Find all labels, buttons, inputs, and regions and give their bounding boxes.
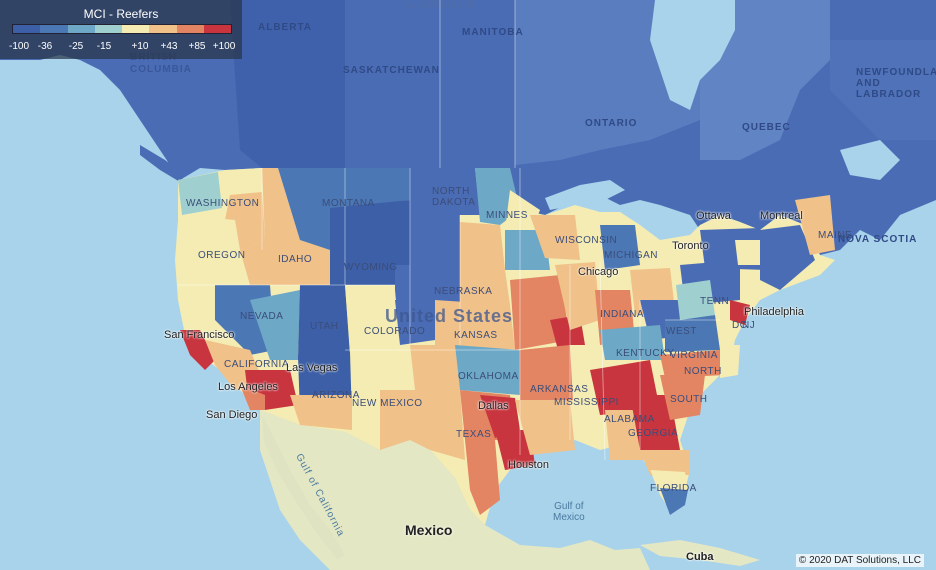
mexico-land bbox=[260, 410, 650, 570]
legend-title: MCI - Reefers bbox=[83, 7, 159, 21]
region-nebraska[interactable] bbox=[395, 265, 460, 305]
region-arkansas[interactable] bbox=[520, 345, 575, 405]
region-west-texas[interactable] bbox=[380, 390, 465, 460]
state-borders bbox=[178, 0, 720, 461]
baja-california bbox=[262, 415, 345, 560]
attribution-text: © 2020 DAT Solutions, LLC bbox=[795, 554, 924, 567]
legend-swatch bbox=[176, 25, 204, 33]
quebec-region bbox=[700, 0, 830, 160]
region-maine[interactable] bbox=[795, 195, 835, 255]
legend-tick: -100 bbox=[8, 41, 30, 52]
legend-tick: -36 bbox=[37, 41, 53, 52]
hudson-bay bbox=[650, 0, 735, 110]
region-ny-east[interactable] bbox=[735, 240, 760, 265]
region-wisconsin[interactable] bbox=[530, 215, 580, 260]
canada-dark-patch bbox=[230, 0, 345, 168]
region-new-england[interactable] bbox=[760, 225, 815, 290]
legend-swatch bbox=[13, 25, 41, 33]
legend-tick: -15 bbox=[96, 41, 112, 52]
region-arizona-south[interactable] bbox=[290, 395, 352, 430]
region-nc-coast[interactable] bbox=[720, 345, 740, 378]
lake-superior bbox=[545, 180, 625, 210]
region-south-carolina[interactable] bbox=[660, 375, 705, 420]
legend-tick: +10 bbox=[131, 41, 149, 52]
region-colorado[interactable] bbox=[345, 285, 400, 350]
region-tx-panhandle[interactable] bbox=[410, 345, 460, 390]
choropleth-regions[interactable] bbox=[178, 168, 835, 515]
legend-swatch bbox=[94, 25, 122, 33]
region-nv-east[interactable] bbox=[250, 290, 300, 360]
region-kansas[interactable] bbox=[435, 300, 515, 350]
legend-ticks: -100 -36 -25 -15 +10 +43 +85 +100 bbox=[8, 41, 235, 53]
region-nebraska-east[interactable] bbox=[460, 270, 510, 305]
region-california-south[interactable] bbox=[240, 385, 265, 410]
region-sd-east[interactable] bbox=[460, 222, 505, 270]
region-wyoming[interactable] bbox=[330, 200, 410, 285]
region-sf-bay[interactable] bbox=[180, 330, 215, 370]
region-south-texas[interactable] bbox=[465, 440, 500, 515]
region-dallas-red[interactable] bbox=[480, 395, 520, 438]
legend-swatch bbox=[149, 25, 177, 33]
region-north-carolina[interactable] bbox=[660, 350, 725, 378]
region-north-dakota[interactable] bbox=[410, 168, 480, 215]
nl-region bbox=[830, 40, 936, 140]
cuba-land bbox=[640, 540, 760, 566]
region-louisiana[interactable] bbox=[515, 400, 575, 455]
region-florida-south[interactable] bbox=[660, 488, 688, 515]
region-kentucky[interactable] bbox=[600, 325, 665, 360]
region-florida-central[interactable] bbox=[650, 470, 688, 490]
region-illinois[interactable] bbox=[555, 262, 600, 330]
region-michigan[interactable] bbox=[600, 225, 640, 270]
legend-color-bar bbox=[12, 24, 232, 34]
legend-tick: +100 bbox=[212, 41, 236, 52]
legend-tick: -25 bbox=[68, 41, 84, 52]
region-philadelphia[interactable] bbox=[730, 300, 750, 325]
region-south-dakota[interactable] bbox=[410, 215, 460, 265]
legend-swatch bbox=[67, 25, 95, 33]
region-washington-west[interactable] bbox=[178, 172, 222, 215]
region-ohio-valley[interactable] bbox=[676, 280, 715, 320]
vancouver-island bbox=[140, 145, 185, 182]
region-mn-east[interactable] bbox=[505, 190, 540, 235]
region-utah[interactable] bbox=[298, 285, 350, 360]
region-colorado-east[interactable] bbox=[395, 300, 435, 345]
region-houston[interactable] bbox=[495, 430, 535, 470]
legend-swatch bbox=[40, 25, 68, 33]
region-idaho-east[interactable] bbox=[240, 168, 330, 285]
legend-swatch bbox=[122, 25, 150, 33]
region-virginia[interactable] bbox=[665, 315, 720, 352]
legend-tick: +85 bbox=[188, 41, 206, 52]
region-oklahoma[interactable] bbox=[455, 345, 520, 395]
region-florida-north[interactable] bbox=[640, 450, 690, 475]
legend-tick: +43 bbox=[160, 41, 178, 52]
map-legend: MCI - Reefers -100 -36 -25 -15 +10 +43 +… bbox=[0, 0, 242, 59]
legend-swatch bbox=[203, 25, 231, 33]
gulf-st-lawrence bbox=[840, 140, 900, 180]
region-oregon[interactable] bbox=[178, 215, 250, 285]
